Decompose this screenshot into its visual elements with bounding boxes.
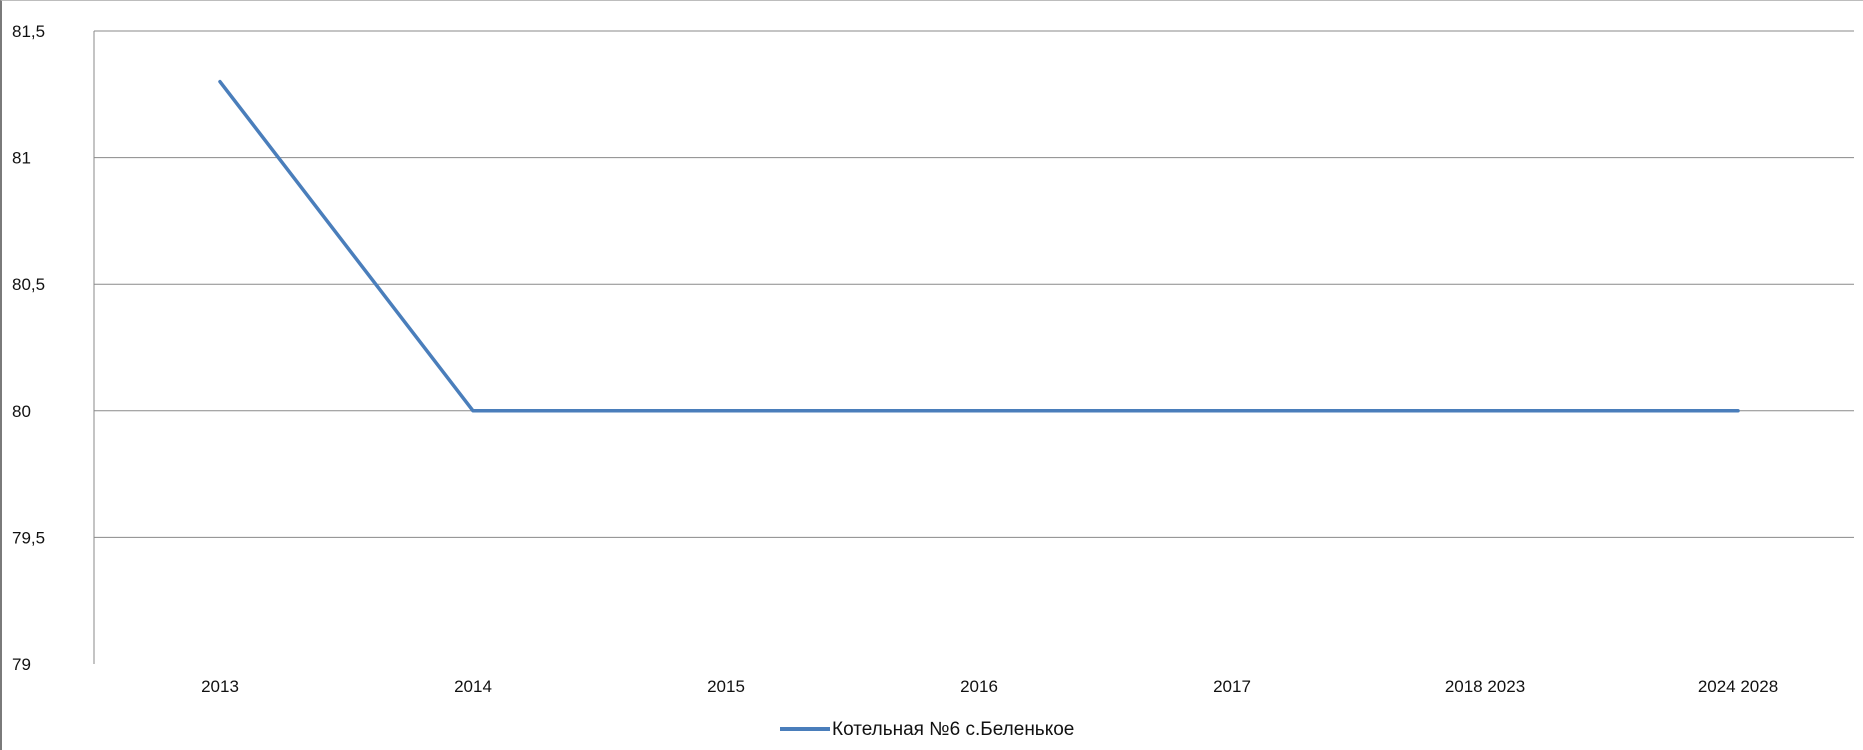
series-line [218, 79, 1740, 413]
y-tick-label: 81,5 [12, 22, 45, 41]
y-tick-label: 81 [12, 149, 31, 168]
series-lines [218, 79, 1740, 413]
y-tick-label: 79,5 [12, 528, 45, 547]
legend: Котельная №6 с.Беленькое [780, 719, 1074, 740]
gridlines [94, 30, 1854, 538]
x-tick-label: 2017 [1213, 677, 1251, 696]
y-tick-label: 80 [12, 402, 31, 421]
y-tick-label: 80,5 [12, 275, 45, 294]
x-tick-label: 2024 2028 [1698, 677, 1778, 696]
x-tick-labels: 2013 2014 2015 2016 2017 2018 2023 2024 2028 [201, 677, 1778, 696]
legend-label: Котельная №6 с.Беленькое [832, 719, 1074, 740]
x-tick-label: 2018 2023 [1445, 677, 1525, 696]
x-tick-label: 2016 [960, 677, 998, 696]
x-tick-label: 2014 [454, 677, 492, 696]
y-tick-label: 79 [12, 655, 31, 674]
x-tick-label: 2015 [707, 677, 745, 696]
x-tick-label: 2013 [201, 677, 239, 696]
y-tick-labels: 79 79,5 80 80,5 81 81,5 [12, 22, 45, 674]
